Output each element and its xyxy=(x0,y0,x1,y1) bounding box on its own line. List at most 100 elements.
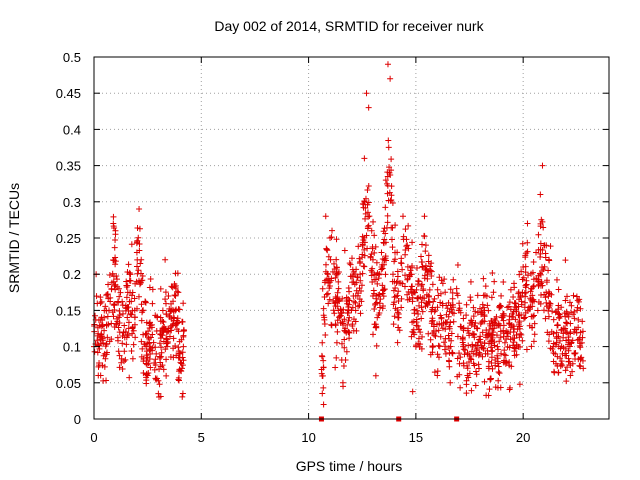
data-point xyxy=(369,265,376,272)
data-point xyxy=(421,233,428,240)
data-point xyxy=(579,334,586,341)
data-point xyxy=(410,318,417,325)
data-point xyxy=(103,351,110,358)
data-point xyxy=(98,334,105,341)
data-point xyxy=(542,315,549,322)
data-point xyxy=(404,242,411,249)
data-point xyxy=(503,328,510,335)
data-point xyxy=(486,386,493,393)
data-point xyxy=(130,341,137,348)
data-point xyxy=(352,307,359,314)
data-point xyxy=(134,225,141,232)
data-point xyxy=(121,322,128,329)
data-point xyxy=(100,352,107,359)
data-point xyxy=(497,322,504,329)
data-point xyxy=(357,277,364,284)
data-point xyxy=(379,282,386,289)
data-point xyxy=(162,256,169,263)
data-point xyxy=(488,332,495,339)
data-point xyxy=(147,364,154,371)
data-point xyxy=(331,310,338,317)
data-point xyxy=(491,278,498,285)
data-point xyxy=(538,216,545,223)
data-point xyxy=(370,218,377,225)
data-point xyxy=(322,332,329,339)
data-point xyxy=(364,186,371,193)
data-point xyxy=(181,327,188,334)
data-point xyxy=(140,355,147,362)
data-point xyxy=(345,307,352,314)
data-point xyxy=(131,295,138,302)
data-point xyxy=(510,323,517,330)
data-point xyxy=(350,279,357,286)
data-point xyxy=(153,350,160,357)
data-point xyxy=(470,304,477,311)
data-point xyxy=(357,271,364,278)
data-point xyxy=(144,340,151,347)
data-point xyxy=(431,295,438,302)
data-point xyxy=(539,264,546,271)
data-point xyxy=(98,314,105,321)
data-point xyxy=(424,302,431,309)
data-point xyxy=(119,332,126,339)
data-point xyxy=(331,260,338,267)
data-point xyxy=(94,300,101,307)
data-point xyxy=(381,261,388,268)
data-point xyxy=(158,344,165,351)
data-point xyxy=(436,274,443,281)
data-point xyxy=(404,296,411,303)
data-point xyxy=(529,324,536,331)
data-point xyxy=(409,262,416,269)
data-point xyxy=(157,327,164,334)
data-point xyxy=(138,301,145,308)
data-point xyxy=(511,303,518,310)
data-point xyxy=(442,289,449,296)
y-tick-label: 0.4 xyxy=(63,122,81,137)
data-point xyxy=(335,278,342,285)
data-point xyxy=(502,352,509,359)
data-point xyxy=(545,293,552,300)
data-point xyxy=(402,272,409,279)
data-point xyxy=(376,300,383,307)
y-tick-label: 0.3 xyxy=(63,195,81,210)
data-point xyxy=(164,343,171,350)
data-point xyxy=(480,304,487,311)
data-point xyxy=(415,310,422,317)
data-point xyxy=(438,277,445,284)
data-point xyxy=(522,269,529,276)
x-ticks: 0 5 10 15 20 xyxy=(90,57,530,445)
data-point xyxy=(376,291,383,298)
data-point xyxy=(111,283,118,290)
data-point xyxy=(159,307,166,314)
data-point xyxy=(395,311,402,318)
data-point xyxy=(510,293,517,300)
data-point xyxy=(371,306,378,313)
data-point xyxy=(479,329,486,336)
data-point xyxy=(415,326,422,333)
data-point xyxy=(507,324,514,331)
x-tick-label: 20 xyxy=(516,430,530,445)
data-point xyxy=(128,311,135,318)
data-point xyxy=(153,376,160,383)
data-point xyxy=(336,313,343,320)
data-point xyxy=(143,370,150,377)
data-point xyxy=(531,320,538,327)
data-point xyxy=(493,332,500,339)
data-point xyxy=(475,352,482,359)
data-point xyxy=(378,249,385,256)
data-point xyxy=(516,323,523,330)
data-point xyxy=(171,292,178,299)
data-point xyxy=(531,331,538,338)
chart-title: Day 002 of 2014, SRMTID for receiver nur… xyxy=(214,18,484,34)
data-point xyxy=(168,283,175,290)
data-point xyxy=(349,255,356,262)
data-point xyxy=(529,313,536,320)
data-point xyxy=(576,342,583,349)
data-point xyxy=(345,306,352,313)
data-point xyxy=(157,285,164,292)
data-point xyxy=(104,334,111,341)
data-point xyxy=(110,302,117,309)
data-point xyxy=(132,334,139,341)
data-point xyxy=(517,294,524,301)
data-point xyxy=(456,360,463,367)
